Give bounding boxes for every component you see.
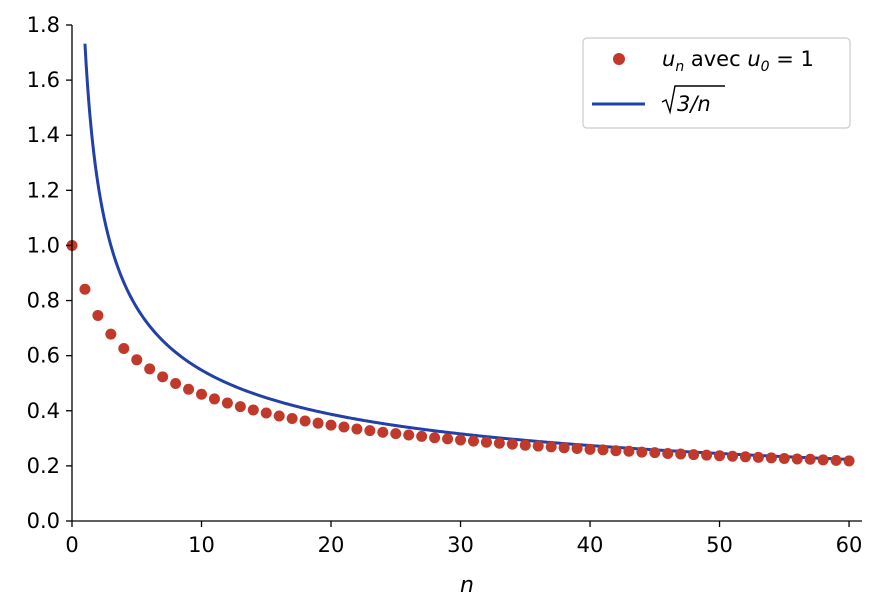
un-point (752, 451, 764, 463)
x-tick-label: 50 (706, 533, 733, 557)
un-point (442, 433, 454, 445)
legend-label-un: un avec u0 = 1 (662, 47, 814, 75)
un-point (493, 437, 505, 449)
y-tick-label: 0.8 (27, 289, 60, 313)
un-point (273, 410, 285, 422)
y-tick-label: 1.6 (27, 68, 60, 92)
y-tick-label: 1.8 (27, 13, 60, 37)
x-tick-label: 60 (836, 533, 863, 557)
un-point (325, 419, 337, 431)
y-tick-label: 0.6 (27, 344, 60, 368)
un-point (351, 423, 363, 435)
un-point (506, 438, 518, 450)
un-point (675, 448, 687, 460)
un-point (170, 378, 182, 389)
un-point (105, 328, 117, 340)
y-tick-label: 1.2 (27, 178, 60, 202)
un-point (830, 454, 842, 466)
un-point (429, 432, 441, 444)
un-point (843, 455, 855, 467)
un-point (260, 407, 272, 419)
un-point (571, 443, 583, 455)
un-point (312, 417, 324, 429)
un-point (688, 449, 700, 461)
un-point (286, 412, 298, 424)
un-point (467, 435, 479, 447)
un-point (364, 425, 376, 437)
un-point (662, 447, 674, 459)
un-point (519, 439, 531, 451)
un-point (714, 450, 726, 462)
un-point (157, 371, 169, 383)
legend-frame (582, 37, 851, 129)
x-tick-label: 30 (447, 533, 474, 557)
un-point (817, 454, 829, 466)
un-point (597, 444, 609, 456)
un-point (183, 383, 195, 395)
un-point (92, 309, 104, 321)
un-point (765, 452, 777, 464)
un-point (480, 436, 492, 448)
un-point (610, 445, 622, 457)
un-point (208, 393, 220, 405)
y-tick-label: 1.4 (27, 123, 60, 147)
un-point (221, 397, 233, 409)
y-axis-ticks: 0.0 0.2 0.4 0.6 0.8 1.0 1.2 1.4 1.6 1.8 (27, 13, 72, 533)
un-point (649, 447, 661, 459)
un-point (144, 363, 156, 375)
un-point (196, 388, 208, 400)
legend: un avec u0 = 1 3/n (582, 37, 851, 129)
legend-label-sqrt: 3/n (677, 92, 711, 116)
un-point (338, 421, 350, 433)
un-point (532, 440, 544, 452)
un-point (623, 445, 635, 457)
axes (71, 25, 862, 522)
x-tick-label: 20 (318, 533, 345, 557)
un-point (778, 452, 790, 464)
x-tick-label: 0 (65, 533, 78, 557)
x-tick-label: 10 (188, 533, 215, 557)
un-point (584, 443, 596, 455)
un-point (726, 450, 738, 462)
un-point (545, 441, 557, 453)
un-point (558, 442, 570, 454)
legend-radical-sign (661, 85, 725, 115)
un-point (701, 449, 713, 461)
un-point (118, 343, 130, 354)
un-point (403, 429, 415, 441)
scatter-points-layer (66, 239, 855, 467)
un-point (234, 401, 246, 413)
un-point (247, 404, 259, 416)
legend-marker-un (613, 53, 625, 65)
x-tick-label: 40 (577, 533, 604, 557)
y-tick-label: 0.2 (27, 454, 60, 478)
un-point (377, 426, 389, 438)
y-tick-label: 1.0 (27, 233, 60, 257)
un-point (79, 283, 91, 295)
un-point (299, 415, 311, 427)
un-point (791, 453, 803, 465)
un-point (804, 453, 816, 465)
x-axis-label: n (460, 573, 474, 598)
un-point (739, 451, 751, 463)
y-tick-label: 0.0 (27, 509, 60, 533)
un-point (455, 434, 467, 446)
un-point (416, 430, 428, 442)
x-axis-ticks: 0 10 20 30 40 50 60 (65, 521, 862, 557)
y-tick-label: 0.4 (27, 399, 60, 423)
un-point (131, 354, 143, 366)
un-point (390, 428, 402, 440)
un-point (636, 446, 648, 458)
